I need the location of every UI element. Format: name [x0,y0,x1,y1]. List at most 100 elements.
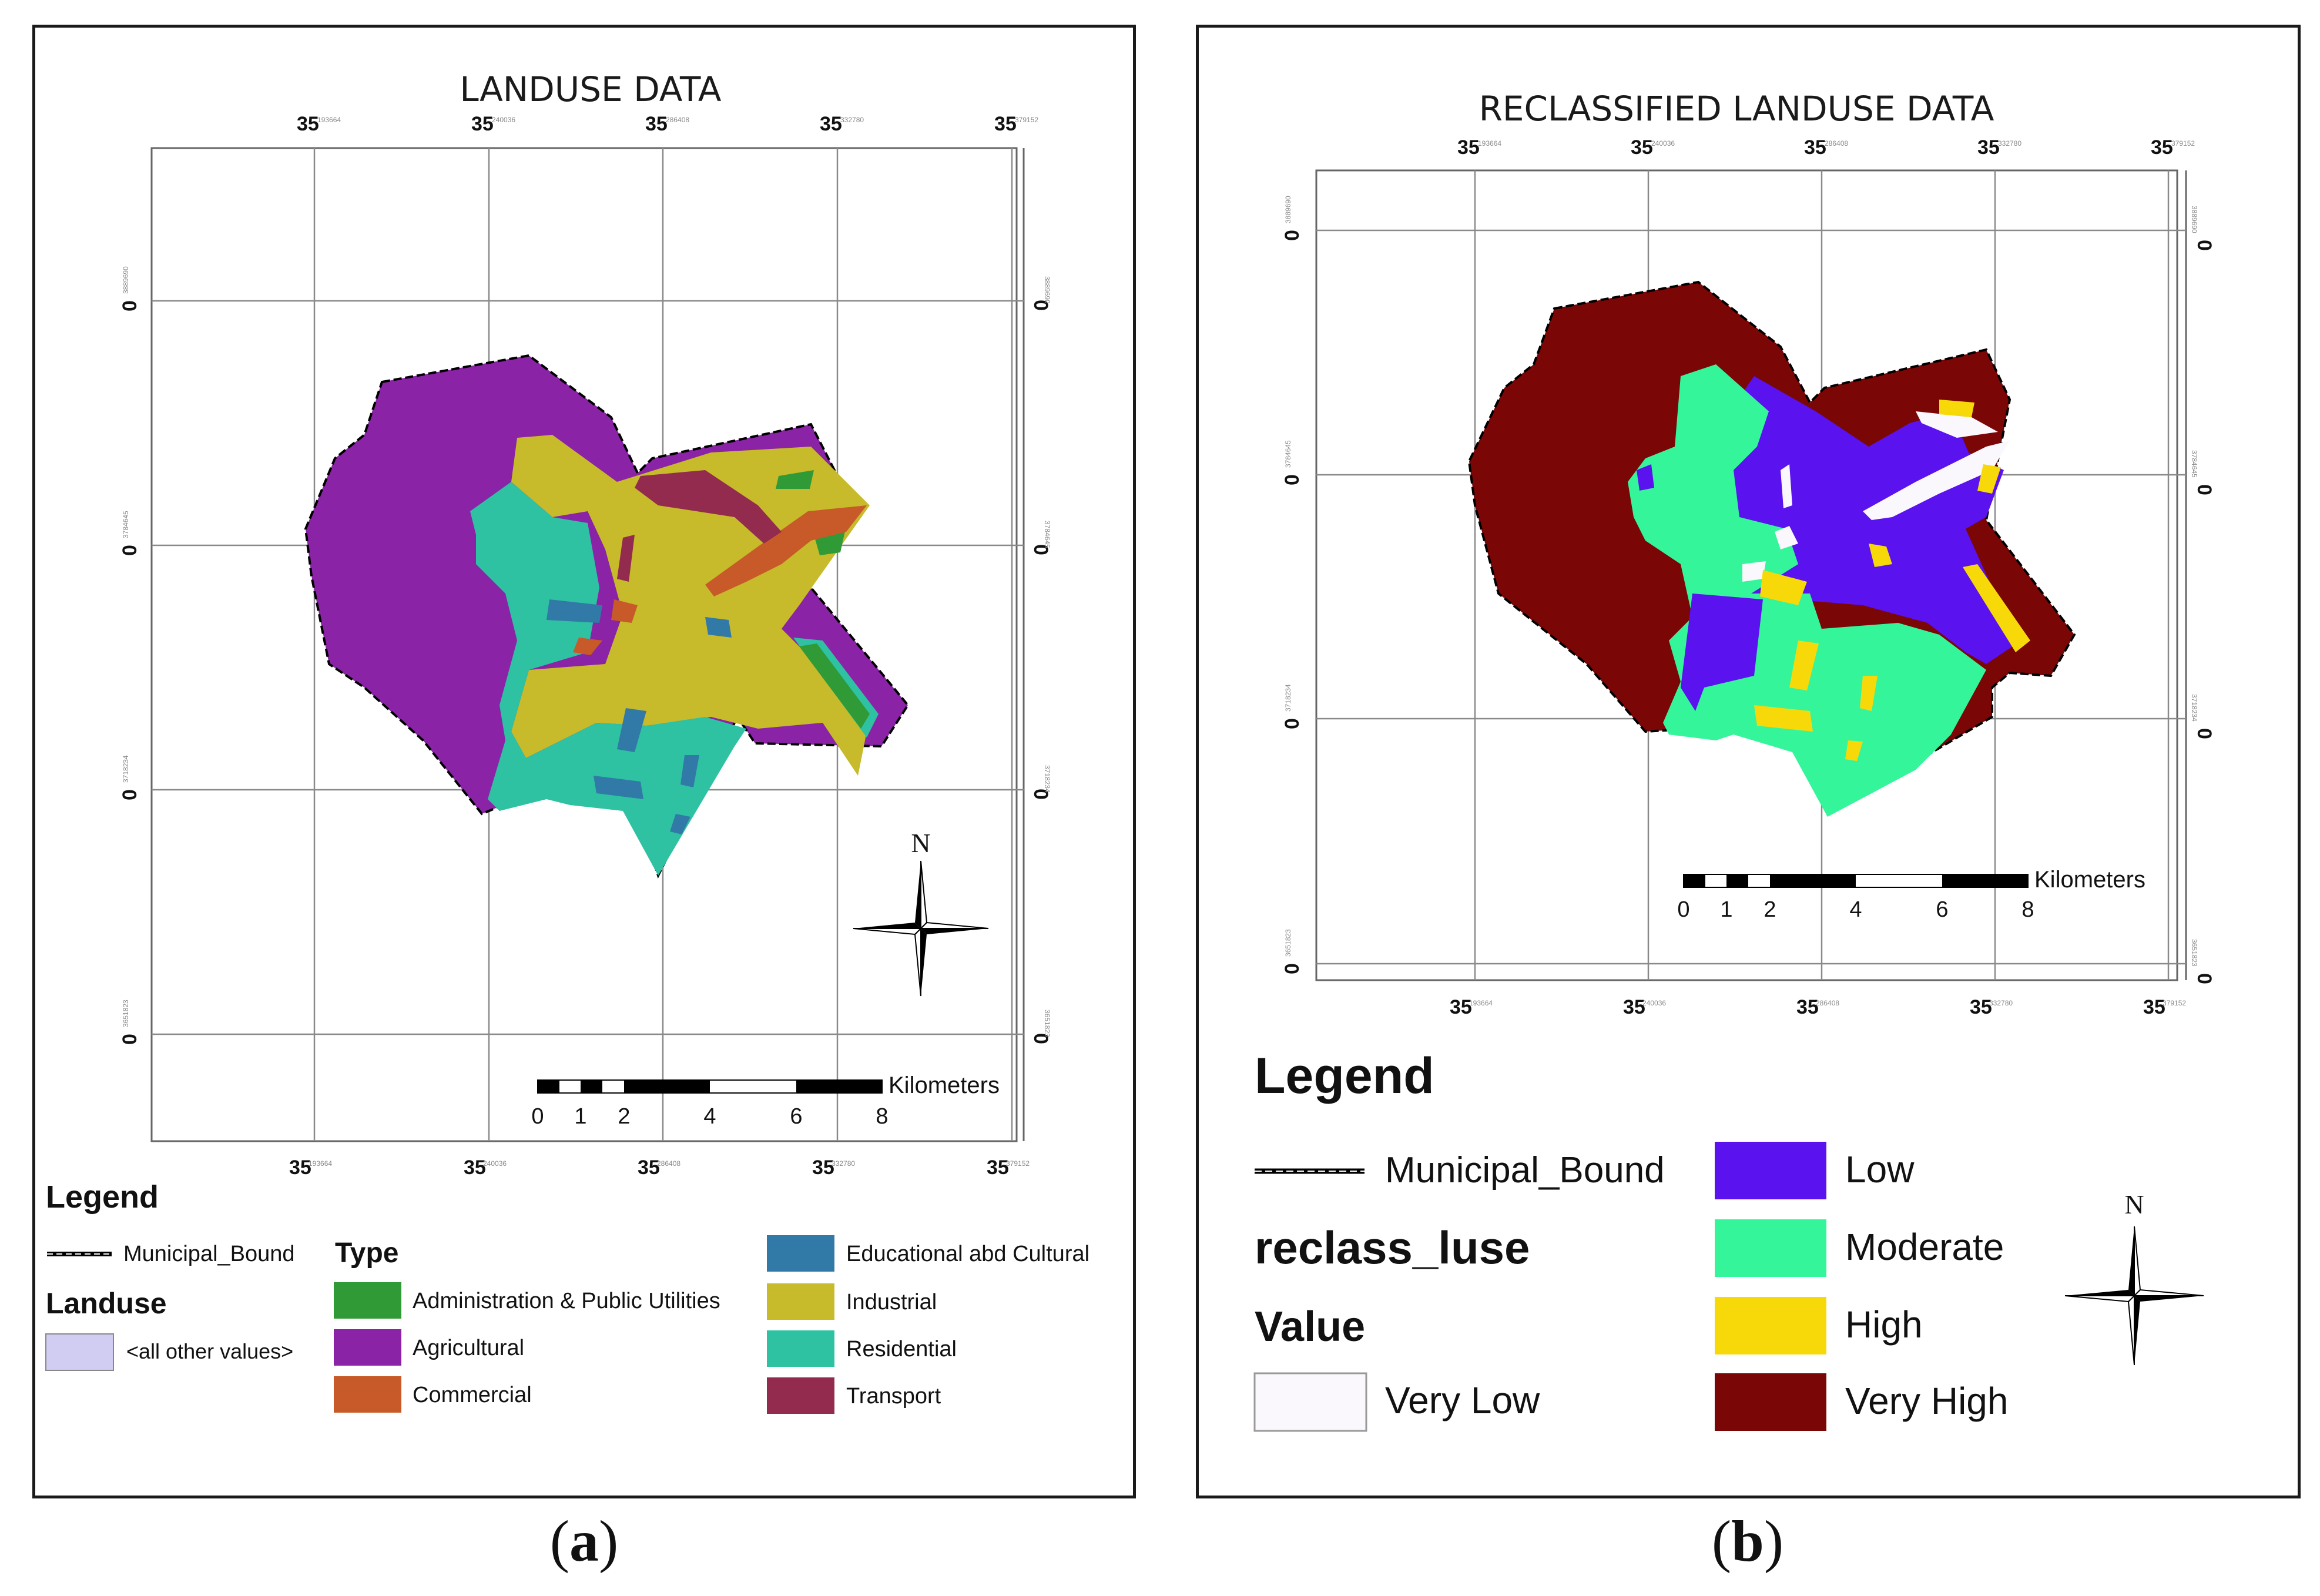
panel-a-top-coords: 35 193664 35 240036 35 286408 35 332780 … [297,113,1038,135]
panel-a-scale-bar: 0 1 2 4 6 8 Kilometers [531,1072,1000,1129]
panel-a-bottom-coords: 35 193664 35 240036 35 286408 35 332780 … [289,1156,1030,1179]
high-patch-5 [1789,641,1819,690]
coord-top-small-3: 286408 [666,116,689,124]
coord-bottom-4: 35 [812,1156,834,1179]
coord-left-small-3: 3718234 [122,755,130,783]
panel-b-top-coords: 35 193664 35 240036 35 286408 35 332780 … [1457,136,2195,159]
b-coord-top-4: 35 [1977,136,2000,159]
panel-b-neatline [1315,169,2178,981]
b-coord-right-4: 0 [2193,973,2215,984]
b-legend-label-very-high: Very High [1845,1380,2008,1422]
b-coord-right-small-1: 3889690 [2190,206,2198,233]
b-legend-label-high: High [1845,1303,1923,1346]
coord-top-2: 35 [471,113,494,135]
panel-a-neatline [150,147,1018,1142]
b-coord-right-1: 0 [2193,240,2215,251]
coord-top-small-2: 240036 [492,116,515,124]
very-low-patch-1 [1863,441,2010,520]
b-coord-bottom-small-1: 193664 [1469,999,1493,1007]
high-patch-9 [1869,544,1892,567]
high-patch-7 [1860,676,1878,711]
legend-label-commercial: Commercial [413,1383,532,1407]
panel-b-bottom-coords: 35 193664 35 240036 35 286408 35 332780 … [1450,996,2186,1018]
b-coord-left-2: 0 [1281,474,1303,485]
legend-swatch-industrial [767,1283,834,1320]
b-north-label: N [2124,1189,2144,1219]
panel-b-frame [1196,25,2301,1498]
moderate-area [1628,364,1986,817]
coord-right-small-2: 3784645 [1043,521,1051,548]
educational-area-4 [594,776,643,799]
coord-bottom-1: 35 [289,1156,311,1179]
legend-swatch-transport [767,1377,834,1414]
b-coord-bottom-4: 35 [1970,996,1992,1018]
b-scale-tick-0: 0 [1677,897,1689,922]
legend-boundary-label: Municipal_Bound [123,1242,295,1266]
coord-left-2: 0 [119,545,141,556]
b-coord-left-small-3: 3718234 [1284,684,1292,712]
admin-area-3 [799,643,870,729]
coord-bottom-5: 35 [987,1156,1009,1179]
panel-b-reclass-map [1467,280,2076,817]
b-coord-top-1: 35 [1457,136,1480,159]
coord-right-2: 0 [1030,544,1052,555]
b-coord-left-3: 0 [1281,718,1303,729]
legend-other-swatch [45,1333,114,1371]
legend-label-admin: Administration & Public Utilities [413,1289,720,1313]
very-low-patch-2 [1916,411,1998,438]
b-scale-tick-1: 1 [1720,897,1732,922]
legend-label-residential: Residential [846,1337,957,1362]
b-coord-top-5: 35 [2151,136,2173,159]
legend-label-industrial: Industrial [846,1290,937,1315]
legend-swatch-admin [334,1282,401,1319]
b-legend-swatch-low [1715,1142,1826,1199]
b-scale-tick-4: 4 [1849,897,1862,922]
coord-bottom-small-5: 379152 [1006,1159,1030,1168]
b-legend-label-low: Low [1845,1148,1915,1191]
panel-a-side-coords: 0 3889690 0 3784645 0 3718234 0 3651823 … [119,266,1052,1045]
scale-tick-4: 4 [703,1104,716,1129]
coord-right-3: 0 [1030,789,1052,800]
coord-top-1: 35 [297,113,319,135]
b-coord-bottom-small-3: 286408 [1816,999,1839,1007]
coord-left-small-1: 3889690 [122,266,130,294]
coord-bottom-3: 35 [638,1156,660,1179]
legend-field-label: Type [335,1238,398,1269]
b-legend-swatch-high [1715,1297,1826,1354]
educational-area-2 [705,617,732,638]
coord-top-small-4: 332780 [840,116,864,124]
coord-left-4: 0 [119,1034,141,1045]
b-legend-swatch-very-low [1253,1372,1367,1432]
b-coord-top-3: 35 [1804,136,1826,159]
b-coord-top-2: 35 [1631,136,1653,159]
b-coord-top-small-5: 379152 [2171,139,2195,147]
legend-label-agricultural: Agricultural [413,1336,524,1360]
coord-right-small-3: 3718234 [1043,765,1051,793]
b-coord-left-4: 0 [1281,963,1303,974]
educational-area-3 [617,708,646,752]
b-coord-right-small-3: 3718234 [2190,694,2198,722]
coord-bottom-small-1: 193664 [309,1159,332,1168]
b-legend-label-moderate: Moderate [1845,1226,2004,1268]
very-low-patch-5 [1742,561,1766,582]
b-coord-top-small-2: 240036 [1651,139,1675,147]
coord-top-small-5: 379152 [1015,116,1038,124]
low-patch-west [1637,464,1654,491]
scale-tick-8: 8 [876,1104,888,1129]
panel-b-scale-bar: 0 1 2 4 6 8 Kilometers [1677,867,2145,922]
b-scale-unit: Kilometers [2034,867,2145,893]
legend-swatch-educational [767,1235,834,1272]
coord-top-small-1: 193664 [317,116,341,124]
legend-label-educational: Educational abd Cultural [846,1242,1089,1266]
caption-a-label: a [569,1508,599,1574]
legend-other-label: <all other values> [126,1339,293,1363]
legend-heading: Legend [46,1179,159,1215]
legend-swatch-commercial [334,1376,401,1413]
panel-b-legend: Legend Municipal_Bound reclass_luse Valu… [1253,1048,2008,1432]
b-legend-field-label: Value [1255,1303,1365,1350]
high-patch-1 [1939,400,1974,417]
b-coord-top-small-4: 332780 [1998,139,2021,147]
commercial-area-1 [705,505,867,596]
b-coord-bottom-small-4: 332780 [1989,999,2013,1007]
